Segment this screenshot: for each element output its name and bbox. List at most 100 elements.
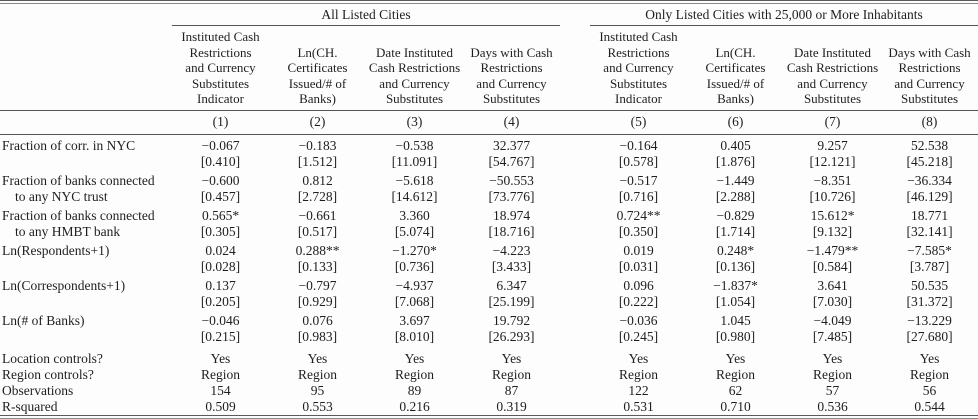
footer-r-squared-col8: 0.544 — [914, 398, 945, 414]
row2-se-col6: [2.288] — [715, 188, 756, 204]
column-gap — [560, 240, 590, 259]
footer-observations-label: Observations — [2, 382, 74, 398]
row2-coef-col7: −8.351 — [813, 172, 852, 188]
row4-coef-col3: −1.270* — [392, 242, 437, 258]
footer-location-controls-col4: Yes — [501, 350, 522, 366]
regression-table: All Listed Cities Only Listed Cities wit… — [0, 4, 978, 415]
column-gap — [560, 345, 590, 367]
row2-coef-col1: −0.600 — [201, 172, 240, 188]
column-number-col5: (5) — [590, 109, 687, 135]
row5-se-col4: [25.199] — [488, 293, 535, 309]
column-header-col2: Ln(CH. Certificates Issued/# of Banks) — [287, 44, 348, 107]
column-gap — [560, 189, 590, 205]
row6-coef-label: Ln(# of Banks) — [2, 312, 85, 328]
footer-region-controls-label: Region controls? — [2, 366, 94, 382]
column-number-col7: (7) — [784, 109, 881, 135]
row5-se-col7: [7.030] — [812, 293, 853, 309]
row2-coef-col4: −50.553 — [489, 172, 534, 188]
row6-se-col8: [27.680] — [906, 328, 953, 344]
column-header-col1: Instituted Cash Restrictions and Currenc… — [181, 29, 260, 106]
footer-r-squared-label: R-squared — [2, 398, 58, 414]
row4-coef-col6: 0.248* — [716, 242, 755, 258]
row6-coef-col2: 0.076 — [302, 312, 333, 328]
column-gap — [560, 205, 590, 224]
column-gap — [560, 259, 590, 275]
footer-location-controls-col3: Yes — [404, 350, 425, 366]
footer-region-controls-col8: Region — [910, 366, 950, 382]
column-gap — [560, 310, 590, 329]
row1-se-col1: [0.410] — [200, 153, 241, 169]
footer-region-controls-col5: Region — [619, 366, 658, 382]
footer-observations-col4: 87 — [504, 382, 519, 398]
column-header-col7: Date Instituted Cash Restrictions and Cu… — [786, 44, 879, 107]
footer-r-squared-col6: 0.710 — [720, 398, 751, 414]
row4-se-col6: [0.136] — [715, 258, 756, 274]
row5-se-label — [0, 294, 172, 310]
row6-coef-col8: −13.229 — [907, 312, 952, 328]
row5-coef-col8: 50.535 — [910, 277, 949, 293]
std-error-row-3: to any HMBT bank [0.305] [0.517] [5.074] [18… — [0, 224, 978, 240]
column-number-col4: (4) — [463, 109, 560, 135]
footer-region-controls-col4: Region — [492, 366, 531, 382]
footer-location-controls-col8: Yes — [919, 350, 940, 366]
row2-coef-label: Fraction of banks connected — [2, 172, 155, 188]
row5-coef-col4: 6.347 — [496, 277, 527, 293]
row4-coef-col5: 0.019 — [623, 242, 654, 258]
row6-coef-col1: −0.046 — [201, 312, 240, 328]
row1-se-col7: [12.121] — [809, 153, 856, 169]
footer-location-controls-col5: Yes — [628, 350, 649, 366]
bottom-double-rule — [0, 414, 978, 419]
row5-se-col5: [0.222] — [618, 293, 659, 309]
variable-row-fraction-of-banks-connected-to-any-hmbt-bank: Fraction of banks connected 0.565* −0.661 3… — [0, 205, 978, 224]
row3-coef-col2: −0.661 — [298, 207, 337, 223]
column-header-col6: Ln(CH. Certificates Issued/# of Banks) — [705, 44, 766, 107]
row2-se-col4: [73.776] — [488, 188, 535, 204]
row2-coef-col6: −1.449 — [716, 172, 755, 188]
header-label-spacer — [0, 4, 172, 26]
row1-se-col5: [0.578] — [618, 153, 659, 169]
row4-coef-col8: −7.585* — [907, 242, 952, 258]
row1-se-col4: [54.767] — [488, 153, 535, 169]
column-header-col3: Date Instituted Cash Restrictions and Cu… — [368, 44, 461, 107]
row6-se-col3: [8.010] — [394, 328, 435, 344]
row2-se-col7: [10.726] — [809, 188, 856, 204]
footer-location-controls-col2: Yes — [307, 350, 328, 366]
footer-observations-col2: 95 — [310, 382, 325, 398]
row2-se-col1: [0.457] — [200, 188, 241, 204]
row3-se-col8: [32.141] — [906, 223, 953, 239]
row2-se-label: to any NYC trust — [15, 188, 108, 204]
row6-se-col5: [0.245] — [618, 328, 659, 344]
row1-coef-col6: 0.405 — [720, 137, 751, 153]
row6-coef-col7: −4.049 — [813, 312, 852, 328]
row3-se-col1: [0.305] — [200, 223, 241, 239]
row2-se-col8: [46.129] — [906, 188, 953, 204]
table-body: Fraction of corr. in NYC −0.067 −0.183 −0.5… — [0, 134, 978, 415]
row3-coef-col7: 15.612* — [810, 207, 855, 223]
row2-coef-col8: −36.334 — [907, 172, 952, 188]
row5-coef-col3: −4.937 — [395, 277, 434, 293]
column-gap — [560, 399, 590, 415]
row3-coef-col1: 0.565* — [201, 207, 240, 223]
footer-row-observations: Observations 154 95 89 87 122 62 57 56 — [0, 383, 978, 399]
row2-coef-col2: 0.812 — [302, 172, 333, 188]
footer-location-controls-col7: Yes — [822, 350, 843, 366]
row6-coef-col3: 3.697 — [399, 312, 430, 328]
footer-r-squared-col2: 0.553 — [302, 398, 333, 414]
column-group-row: All Listed Cities Only Listed Cities wit… — [0, 4, 978, 26]
row1-se-col6: [1.876] — [715, 153, 756, 169]
column-header-col8: Days with Cash Restrictions and Currency… — [888, 44, 971, 107]
row3-coef-col5: 0.724** — [616, 207, 661, 223]
variable-row-ln-respondents-1: Ln(Respondents+1) 0.024 0.288** −1.270* −4.2… — [0, 240, 978, 259]
footer-location-controls-col6: Yes — [725, 350, 746, 366]
row5-coef-col5: 0.096 — [623, 277, 654, 293]
row4-coef-col1: 0.024 — [205, 242, 236, 258]
row1-coef-label: Fraction of corr. in NYC — [2, 137, 136, 153]
row6-coef-col4: 19.792 — [492, 312, 531, 328]
column-gap — [560, 170, 590, 189]
row2-se-col2: [2.728] — [297, 188, 338, 204]
row1-se-label — [0, 154, 172, 170]
row4-coef-col4: −4.223 — [492, 242, 531, 258]
row5-se-col8: [31.372] — [906, 293, 953, 309]
column-gap — [560, 294, 590, 310]
footer-region-controls-col6: Region — [716, 366, 755, 382]
